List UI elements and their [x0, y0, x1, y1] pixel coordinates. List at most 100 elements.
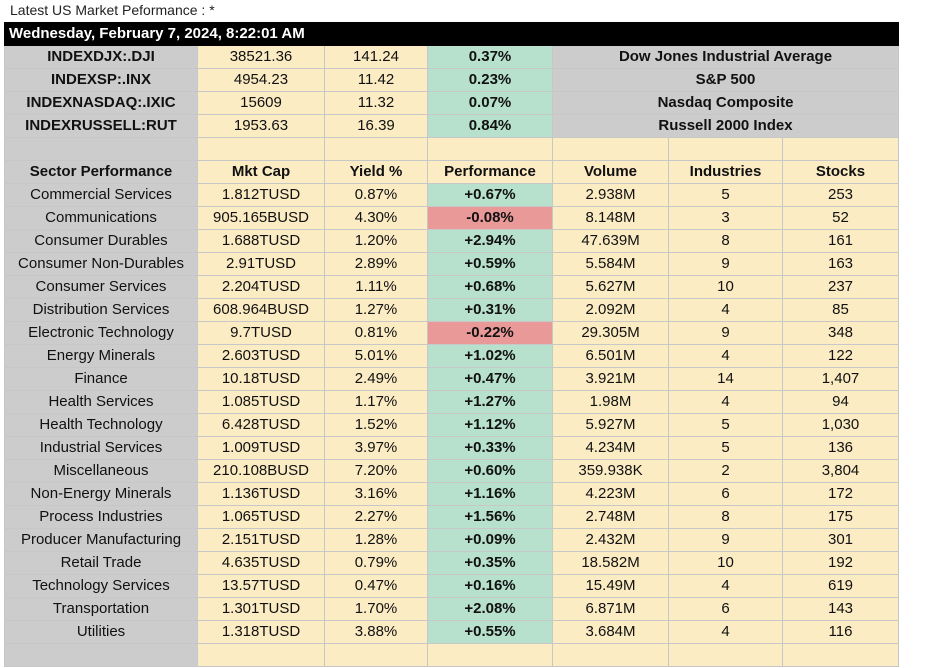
sector-performance[interactable]: +1.12%: [427, 413, 553, 437]
sector-yield[interactable]: 3.97%: [324, 436, 428, 460]
sector-industries[interactable]: 4: [668, 344, 783, 368]
sector-industries[interactable]: 5: [668, 413, 783, 437]
sector-volume[interactable]: 2.938M: [552, 183, 669, 207]
sector-stocks[interactable]: 161: [782, 229, 899, 253]
sector-name[interactable]: Industrial Services: [4, 436, 198, 460]
sector-industries[interactable]: 8: [668, 229, 783, 253]
index-name[interactable]: Dow Jones Industrial Average: [552, 45, 899, 69]
sector-stocks[interactable]: 85: [782, 298, 899, 322]
sector-mkt-cap[interactable]: 2.151TUSD: [197, 528, 325, 552]
sector-industries[interactable]: 10: [668, 551, 783, 575]
header-sector[interactable]: Sector Performance: [4, 160, 198, 184]
sector-name[interactable]: Technology Services: [4, 574, 198, 598]
sector-volume[interactable]: 29.305M: [552, 321, 669, 345]
sector-yield[interactable]: 1.17%: [324, 390, 428, 414]
sector-yield[interactable]: 0.87%: [324, 183, 428, 207]
sector-mkt-cap[interactable]: 608.964BUSD: [197, 298, 325, 322]
sector-volume[interactable]: 1.98M: [552, 390, 669, 414]
sector-name[interactable]: Consumer Durables: [4, 229, 198, 253]
sector-mkt-cap[interactable]: 905.165BUSD: [197, 206, 325, 230]
sector-industries[interactable]: 5: [668, 436, 783, 460]
sector-performance[interactable]: +1.16%: [427, 482, 553, 506]
sector-stocks[interactable]: 116: [782, 620, 899, 644]
sector-name[interactable]: Consumer Services: [4, 275, 198, 299]
sector-volume[interactable]: 2.092M: [552, 298, 669, 322]
sector-yield[interactable]: 0.81%: [324, 321, 428, 345]
index-ticker[interactable]: INDEXRUSSELL:RUT: [4, 114, 198, 138]
sector-yield[interactable]: 5.01%: [324, 344, 428, 368]
sector-mkt-cap[interactable]: 1.009TUSD: [197, 436, 325, 460]
index-name[interactable]: S&P 500: [552, 68, 899, 92]
sector-yield[interactable]: 3.88%: [324, 620, 428, 644]
sector-industries[interactable]: 6: [668, 482, 783, 506]
sector-industries[interactable]: 2: [668, 459, 783, 483]
blank-cell[interactable]: [668, 643, 783, 667]
blank-cell[interactable]: [324, 643, 428, 667]
sector-volume[interactable]: 15.49M: [552, 574, 669, 598]
sector-performance[interactable]: +2.08%: [427, 597, 553, 621]
blank-cell[interactable]: [4, 137, 198, 161]
sector-volume[interactable]: 359.938K: [552, 459, 669, 483]
sector-mkt-cap[interactable]: 210.108BUSD: [197, 459, 325, 483]
sector-industries[interactable]: 14: [668, 367, 783, 391]
sector-mkt-cap[interactable]: 6.428TUSD: [197, 413, 325, 437]
sector-industries[interactable]: 4: [668, 298, 783, 322]
sector-volume[interactable]: 3.684M: [552, 620, 669, 644]
blank-cell[interactable]: [427, 137, 553, 161]
sector-name[interactable]: Retail Trade: [4, 551, 198, 575]
sector-industries[interactable]: 3: [668, 206, 783, 230]
index-pct[interactable]: 0.23%: [427, 68, 553, 92]
sector-yield[interactable]: 2.49%: [324, 367, 428, 391]
sector-stocks[interactable]: 301: [782, 528, 899, 552]
sector-volume[interactable]: 2.432M: [552, 528, 669, 552]
sector-yield[interactable]: 7.20%: [324, 459, 428, 483]
sector-volume[interactable]: 2.748M: [552, 505, 669, 529]
sector-industries[interactable]: 9: [668, 528, 783, 552]
index-name[interactable]: Nasdaq Composite: [552, 91, 899, 115]
sector-performance[interactable]: +0.67%: [427, 183, 553, 207]
sector-volume[interactable]: 4.223M: [552, 482, 669, 506]
sector-name[interactable]: Finance: [4, 367, 198, 391]
sector-yield[interactable]: 2.89%: [324, 252, 428, 276]
sector-performance[interactable]: +2.94%: [427, 229, 553, 253]
header-yield[interactable]: Yield %: [324, 160, 428, 184]
sector-mkt-cap[interactable]: 1.688TUSD: [197, 229, 325, 253]
sector-industries[interactable]: 8: [668, 505, 783, 529]
sector-mkt-cap[interactable]: 2.603TUSD: [197, 344, 325, 368]
blank-cell[interactable]: [4, 643, 198, 667]
sector-industries[interactable]: 6: [668, 597, 783, 621]
sector-yield[interactable]: 1.28%: [324, 528, 428, 552]
sector-name[interactable]: Producer Manufacturing: [4, 528, 198, 552]
sector-stocks[interactable]: 52: [782, 206, 899, 230]
sector-name[interactable]: Distribution Services: [4, 298, 198, 322]
header-industries[interactable]: Industries: [668, 160, 783, 184]
sector-industries[interactable]: 4: [668, 620, 783, 644]
sector-mkt-cap[interactable]: 1.065TUSD: [197, 505, 325, 529]
sector-stocks[interactable]: 253: [782, 183, 899, 207]
sector-yield[interactable]: 1.70%: [324, 597, 428, 621]
sector-name[interactable]: Communications: [4, 206, 198, 230]
sector-yield[interactable]: 4.30%: [324, 206, 428, 230]
sector-performance[interactable]: +0.68%: [427, 275, 553, 299]
sector-stocks[interactable]: 619: [782, 574, 899, 598]
blank-cell[interactable]: [197, 137, 325, 161]
blank-cell[interactable]: [552, 643, 669, 667]
sector-performance[interactable]: +0.35%: [427, 551, 553, 575]
blank-cell[interactable]: [552, 137, 669, 161]
sector-mkt-cap[interactable]: 1.812TUSD: [197, 183, 325, 207]
blank-cell[interactable]: [668, 137, 783, 161]
sector-stocks[interactable]: 348: [782, 321, 899, 345]
sector-volume[interactable]: 18.582M: [552, 551, 669, 575]
header-volume[interactable]: Volume: [552, 160, 669, 184]
sector-volume[interactable]: 6.501M: [552, 344, 669, 368]
header-mkt-cap[interactable]: Mkt Cap: [197, 160, 325, 184]
sector-mkt-cap[interactable]: 1.136TUSD: [197, 482, 325, 506]
index-change[interactable]: 11.42: [324, 68, 428, 92]
sector-stocks[interactable]: 143: [782, 597, 899, 621]
sector-mkt-cap[interactable]: 4.635TUSD: [197, 551, 325, 575]
sector-mkt-cap[interactable]: 9.7TUSD: [197, 321, 325, 345]
sector-name[interactable]: Miscellaneous: [4, 459, 198, 483]
sector-stocks[interactable]: 122: [782, 344, 899, 368]
sector-industries[interactable]: 4: [668, 390, 783, 414]
sector-name[interactable]: Health Technology: [4, 413, 198, 437]
